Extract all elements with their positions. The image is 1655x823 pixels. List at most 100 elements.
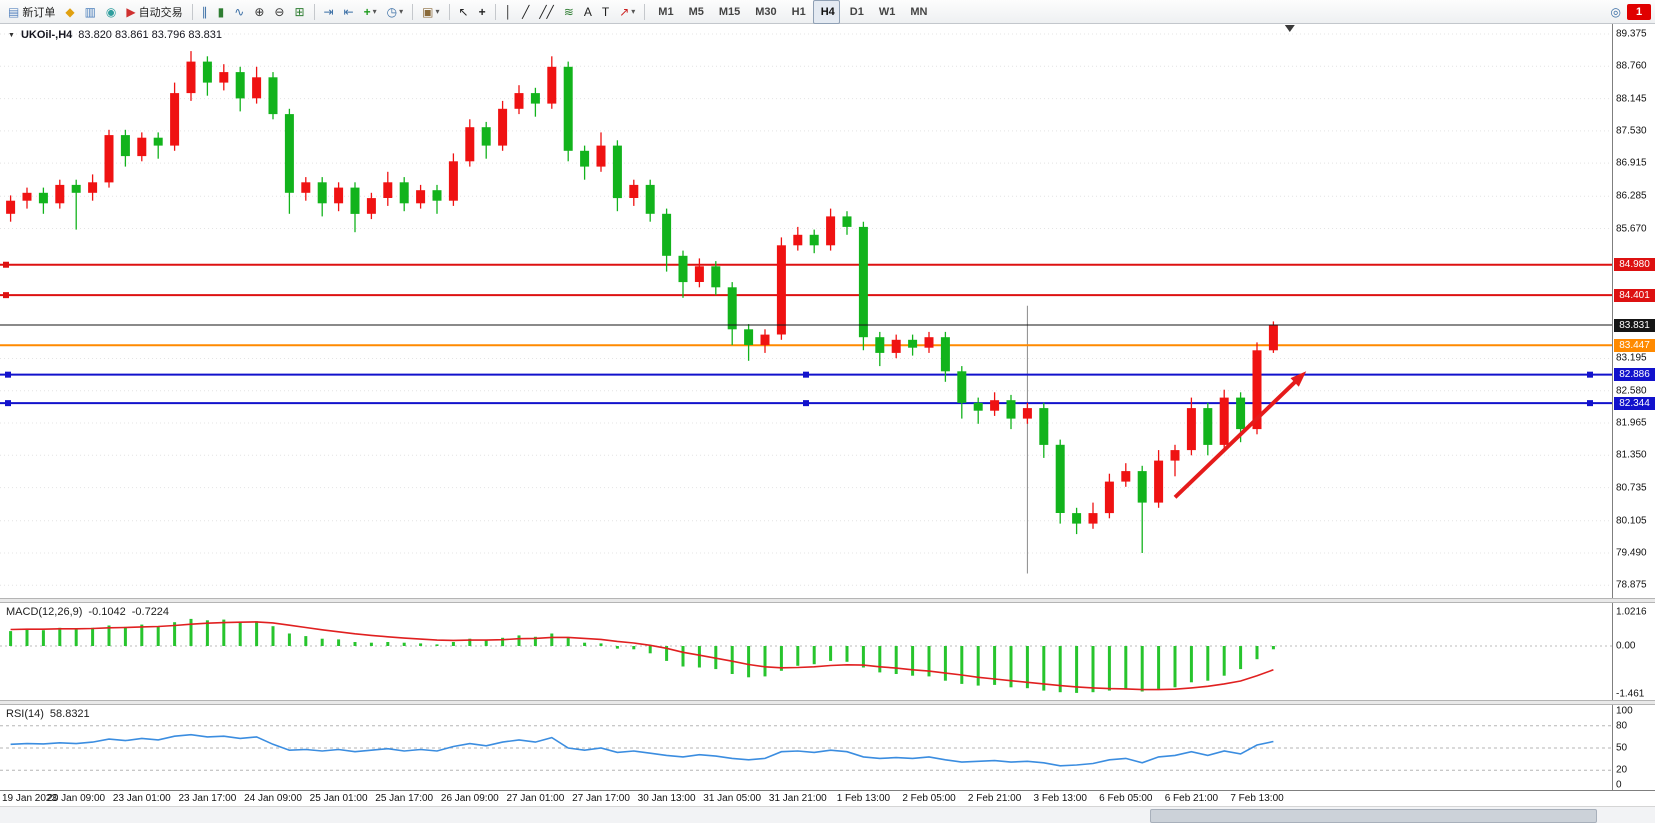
toolbar-separator bbox=[412, 3, 414, 20]
channel-icon[interactable]: ╱╱ bbox=[535, 2, 557, 22]
text-icon[interactable]: T bbox=[598, 2, 613, 22]
notification-badge-label: 1 bbox=[1635, 5, 1643, 18]
auto-trading-button-label: 自动交易 bbox=[138, 6, 183, 19]
tile-windows-icon[interactable]: ⊞ bbox=[290, 2, 308, 22]
tf-h1[interactable]: H1 bbox=[784, 0, 811, 24]
vertical-line-icon-glyph: │ bbox=[504, 4, 513, 19]
tf-w1[interactable]: W1 bbox=[871, 0, 901, 24]
price-tick-label: 82.580 bbox=[1616, 385, 1647, 397]
market-watch-icon[interactable]: ◆ bbox=[61, 2, 78, 22]
support-line-82344-handle[interactable] bbox=[1587, 400, 1593, 407]
add-indicator-button-glyph: + bbox=[363, 4, 371, 19]
trend-arrow[interactable] bbox=[1173, 371, 1307, 499]
tf-m5[interactable]: M5 bbox=[681, 0, 709, 24]
macd-name: MACD(12,26,9) bbox=[6, 606, 83, 618]
dropdown-arrow-icon[interactable]: ▾ bbox=[399, 7, 404, 16]
tf-h4-label: H4 bbox=[820, 5, 835, 18]
macd-histogram bbox=[9, 618, 1275, 693]
pane-splitter-macd[interactable] bbox=[0, 598, 1655, 603]
line-chart-icon[interactable]: ∿ bbox=[230, 2, 248, 22]
new-order-button[interactable]: ▤ 新订单 bbox=[4, 2, 59, 22]
tf-m15[interactable]: M15 bbox=[711, 0, 745, 24]
support-line-82886-handle[interactable] bbox=[1587, 371, 1593, 378]
price-axis[interactable]: 89.375 88.760 88.145 87.530 86.915 86.285 85.6… bbox=[1612, 24, 1655, 791]
price-tick-label: 81.965 bbox=[1616, 417, 1647, 429]
collapse-icon[interactable]: ▼ bbox=[8, 31, 15, 39]
zoom-out-icon[interactable]: ⊖ bbox=[270, 2, 288, 22]
price-tick-label: 86.915 bbox=[1616, 157, 1647, 169]
price-badge-82.344: 82.344 bbox=[1614, 396, 1655, 410]
tf-w1-label: W1 bbox=[878, 5, 896, 18]
toolbar-separator bbox=[313, 3, 315, 20]
tf-h4[interactable]: H4 bbox=[812, 0, 840, 24]
rsi-svg[interactable] bbox=[0, 705, 1612, 790]
symbol-header[interactable]: ▼ UKOil-,H4 83.820 83.861 83.796 83.831 bbox=[8, 29, 222, 41]
add-indicator-button[interactable]: + ▾ bbox=[360, 2, 381, 22]
price-badge-83.831: 83.831 bbox=[1614, 318, 1655, 332]
tf-d1[interactable]: D1 bbox=[842, 0, 869, 24]
fibonacci-icon[interactable]: ≋ bbox=[560, 2, 578, 22]
bar-chart-icon-glyph: ∥ bbox=[201, 4, 208, 19]
support-line-82344-handle[interactable] bbox=[803, 400, 809, 407]
pane-splitter-rsi[interactable] bbox=[0, 700, 1655, 705]
auto-trading-button-glyph: ▶ bbox=[126, 4, 136, 19]
channel-icon-glyph: ╱╱ bbox=[539, 4, 554, 19]
resistance-line-84980-handle[interactable] bbox=[3, 261, 9, 268]
period-button[interactable]: ◷ ▾ bbox=[383, 2, 408, 22]
macd-pane[interactable] bbox=[0, 603, 1612, 700]
toolbar-separator bbox=[191, 3, 193, 20]
crosshair-icon[interactable]: + bbox=[475, 2, 490, 22]
notification-badge[interactable]: 1 bbox=[1627, 3, 1651, 20]
support-line-82886-handle[interactable] bbox=[803, 371, 809, 378]
time-axis[interactable]: 19 Jan 2023 20 Jan 09:00 23 Jan 01:00 23 Ja… bbox=[0, 790, 1655, 806]
scrollbar-thumb[interactable] bbox=[1150, 809, 1597, 823]
dropdown-arrow-icon[interactable]: ▾ bbox=[372, 7, 377, 16]
horizontal-scrollbar[interactable] bbox=[0, 806, 1655, 823]
time-label: 27 Jan 01:00 bbox=[506, 793, 565, 804]
tf-h1-label: H1 bbox=[791, 5, 806, 18]
tf-m30[interactable]: M30 bbox=[747, 0, 781, 24]
time-label: 19 Jan 2023 bbox=[2, 793, 58, 804]
price-chart-pane[interactable] bbox=[0, 24, 1612, 598]
rsi-scale-label: 50 bbox=[1616, 742, 1628, 754]
auto-scroll-icon[interactable]: ⇥ bbox=[320, 2, 338, 22]
rsi-line bbox=[10, 733, 1274, 767]
auto-trading-button[interactable]: ▶ 自动交易 bbox=[122, 2, 186, 22]
trendline-icon[interactable]: ╱ bbox=[518, 2, 533, 22]
arrows-button[interactable]: ↗ ▾ bbox=[615, 2, 639, 22]
price-tick-label: 88.145 bbox=[1616, 93, 1647, 105]
new-order-button-label: 新订单 bbox=[22, 6, 56, 19]
vertical-line-icon[interactable]: │ bbox=[501, 2, 517, 22]
price-tick-label: 86.285 bbox=[1616, 190, 1647, 202]
tf-mn-label: MN bbox=[910, 5, 928, 18]
tf-m1[interactable]: M1 bbox=[650, 0, 678, 24]
candle-chart-icon[interactable]: ▮ bbox=[214, 2, 229, 22]
support-line-82886-handle[interactable] bbox=[5, 371, 11, 378]
price-chart-svg[interactable] bbox=[0, 24, 1612, 598]
rsi-pane[interactable] bbox=[0, 705, 1612, 790]
support-line-82344-handle[interactable] bbox=[5, 400, 11, 407]
cursor-icon[interactable]: ↖ bbox=[455, 2, 473, 22]
macd-value-main: -0.1042 bbox=[88, 606, 126, 618]
template-button[interactable]: ▣ ▾ bbox=[418, 2, 443, 22]
zoom-in-icon-glyph: ⊕ bbox=[254, 4, 265, 19]
price-badge-84.980: 84.980 bbox=[1614, 258, 1655, 272]
market-watch-icon-glyph: ◆ bbox=[65, 4, 75, 19]
text-label-icon[interactable]: A bbox=[580, 2, 596, 22]
dropdown-arrow-icon[interactable]: ▾ bbox=[435, 7, 440, 16]
chart-shift-icon[interactable]: ⇤ bbox=[340, 2, 358, 22]
bar-chart-icon[interactable]: ∥ bbox=[198, 2, 212, 22]
zoom-in-icon[interactable]: ⊕ bbox=[250, 2, 268, 22]
data-window-icon[interactable]: ▥ bbox=[81, 2, 100, 22]
search-icon[interactable]: ◎ bbox=[1607, 2, 1625, 22]
price-tick-label: 80.105 bbox=[1616, 515, 1647, 527]
macd-svg[interactable] bbox=[0, 603, 1612, 700]
time-label: 2 Feb 05:00 bbox=[902, 793, 956, 804]
rsi-value: 58.8321 bbox=[49, 708, 90, 720]
dropdown-arrow-icon[interactable]: ▾ bbox=[631, 7, 636, 16]
price-tick-label: 83.195 bbox=[1616, 352, 1647, 364]
tf-mn[interactable]: MN bbox=[902, 0, 932, 24]
navigator-icon[interactable]: ◉ bbox=[102, 2, 120, 22]
resistance-line-84401-handle[interactable] bbox=[3, 292, 9, 299]
time-label: 23 Jan 17:00 bbox=[178, 793, 237, 804]
